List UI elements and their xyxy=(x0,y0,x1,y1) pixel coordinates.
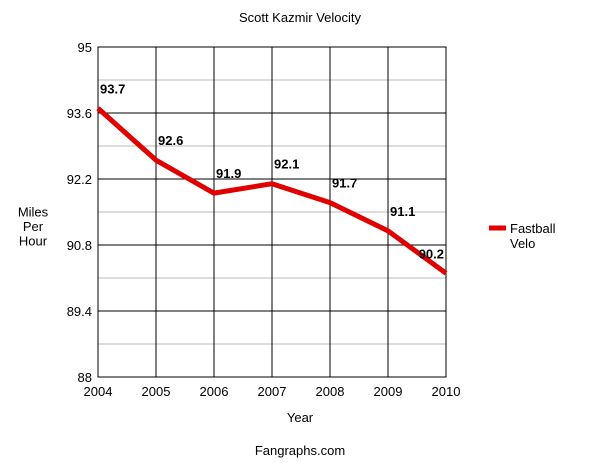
x-tick-label: 2007 xyxy=(258,384,287,399)
data-label: 93.7 xyxy=(100,81,125,96)
x-tick-label: 2005 xyxy=(142,384,171,399)
y-tick-label: 93.6 xyxy=(67,106,92,121)
y-tick-label: 95 xyxy=(78,40,92,55)
chart-title: Scott Kazmir Velocity xyxy=(239,10,362,25)
plot-area xyxy=(97,46,447,378)
legend: Fastball Velo xyxy=(489,221,556,251)
x-axis-ticks: 2004 2005 2006 2007 2008 2009 2010 xyxy=(84,384,461,399)
y-axis-title: Miles Per Hour xyxy=(18,205,49,249)
data-label: 92.1 xyxy=(274,157,299,172)
data-label: 92.6 xyxy=(158,133,183,148)
y-axis-ticks: 88 89.4 90.8 92.2 93.6 95 xyxy=(67,40,92,385)
y-tick-label: 92.2 xyxy=(67,172,92,187)
x-tick-label: 2004 xyxy=(84,384,113,399)
data-label: 91.7 xyxy=(332,176,357,191)
y-tick-label: 90.8 xyxy=(67,238,92,253)
data-labels: 93.7 92.6 91.9 92.1 91.7 91.1 90.2 xyxy=(100,81,444,261)
x-axis-title: Year xyxy=(287,410,314,425)
legend-label: Fastball Velo xyxy=(510,221,556,251)
x-tick-label: 2006 xyxy=(200,384,229,399)
data-label: 90.2 xyxy=(419,246,444,261)
series xyxy=(96,106,448,276)
data-label: 91.1 xyxy=(390,204,415,219)
data-label: 91.9 xyxy=(216,166,241,181)
x-tick-label: 2008 xyxy=(316,384,345,399)
gridlines xyxy=(98,47,446,377)
source-label: Fangraphs.com xyxy=(255,443,345,458)
series-line xyxy=(96,106,448,276)
y-tick-label: 89.4 xyxy=(67,304,92,319)
y-tick-label: 88 xyxy=(78,370,92,385)
x-tick-label: 2010 xyxy=(432,384,461,399)
x-tick-label: 2009 xyxy=(374,384,403,399)
